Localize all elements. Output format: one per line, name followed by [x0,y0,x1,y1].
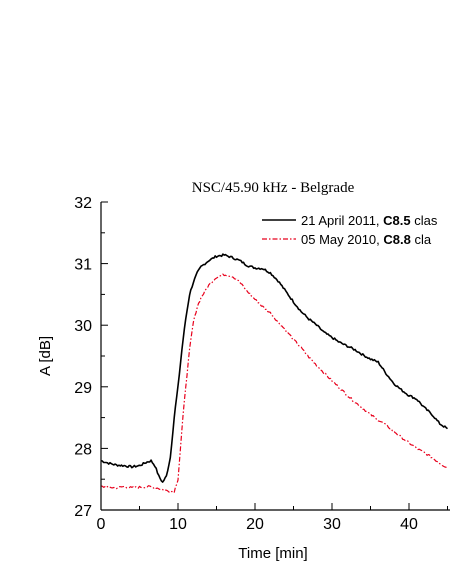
x-tick-label-30: 30 [323,516,341,533]
y-tick-label-31: 31 [74,257,92,274]
x-ticks: 0 10 20 30 40 [97,503,448,533]
legend-label-1: 21 April 2011, C8.5 clas [301,213,438,228]
chart-title: NSC/45.90 kHz - Belgrade [192,180,355,196]
series-layer [101,253,449,494]
plot-area: 0 10 20 30 40 27 28 29 30 31 32 [74,195,450,533]
y-tick-label-32: 32 [74,195,92,212]
y-ticks: 27 28 29 30 31 32 [74,195,108,520]
x-tick-label-10: 10 [169,516,187,533]
x-tick-label-20: 20 [246,516,264,533]
y-tick-label-30: 30 [74,318,92,335]
y-tick-label-28: 28 [74,441,92,458]
series-line-1 [101,253,449,483]
x-axis-label: Time [min] [238,545,307,562]
y-tick-label-29: 29 [74,380,92,397]
x-tick-label-40: 40 [400,516,418,533]
legend: 21 April 2011, C8.5 clas 05 May 2010, C8.… [262,213,438,247]
series-line-2 [101,273,448,494]
y-tick-label-27: 27 [74,503,92,520]
y-axis-label: A [dB] [37,336,54,376]
x-tick-label-0: 0 [97,516,106,533]
legend-label-2: 05 May 2010, C8.8 cla [301,232,432,247]
